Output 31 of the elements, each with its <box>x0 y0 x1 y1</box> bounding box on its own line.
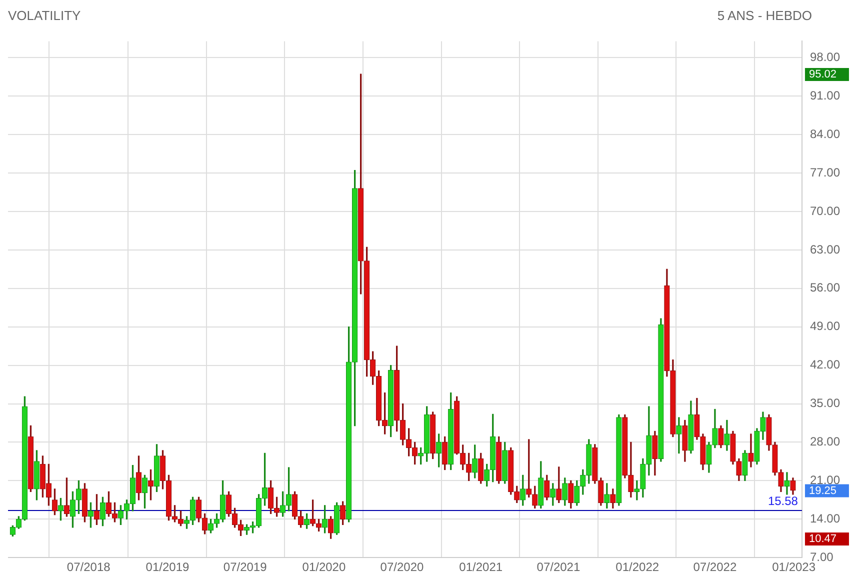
candlestick <box>748 434 754 468</box>
x-tick-label: 01/2022 <box>616 560 660 574</box>
y-tick-label: 56.00 <box>810 280 840 295</box>
ref-line-label: 15.58 <box>768 494 798 508</box>
y-tick-label: 42.00 <box>810 358 840 372</box>
y-tick-label: 49.00 <box>810 319 840 334</box>
candlestick <box>676 417 682 454</box>
candlestick <box>784 472 790 495</box>
text: 10.47 <box>808 533 836 546</box>
y-tick-label: 28.00 <box>810 434 840 449</box>
y-tick-label: 77.00 <box>810 165 840 180</box>
y-tick-label: 14.00 <box>810 511 840 526</box>
chart-subtitle: 5 ANS - HEBDO <box>717 8 812 25</box>
x-tick-label: 07/2022 <box>693 560 737 574</box>
x-tick-label: 07/2018 <box>66 560 111 574</box>
x-tick-label: 01/2019 <box>146 560 190 574</box>
x-tick-label: 07/2021 <box>536 560 580 574</box>
x-tick-label: 01/2020 <box>302 560 346 574</box>
y-tick-label: 35.00 <box>810 396 840 410</box>
y-tick-label: 91.00 <box>810 88 840 102</box>
text: 19.25 <box>808 484 836 497</box>
chart-title: VOLATILITY <box>8 8 81 25</box>
x-tick-label: 07/2019 <box>223 560 268 574</box>
y-tick-label: 98.00 <box>810 50 840 64</box>
y-tick-label: 70.00 <box>810 204 840 218</box>
y-tick-label: 84.00 <box>810 126 840 141</box>
text: 95.02 <box>808 68 836 81</box>
y-tick-label: 21.00 <box>810 473 840 487</box>
x-tick-label: 07/2020 <box>380 560 424 574</box>
y-tick-label: 63.00 <box>810 242 840 256</box>
x-tick-label: 01/2021 <box>459 560 503 574</box>
